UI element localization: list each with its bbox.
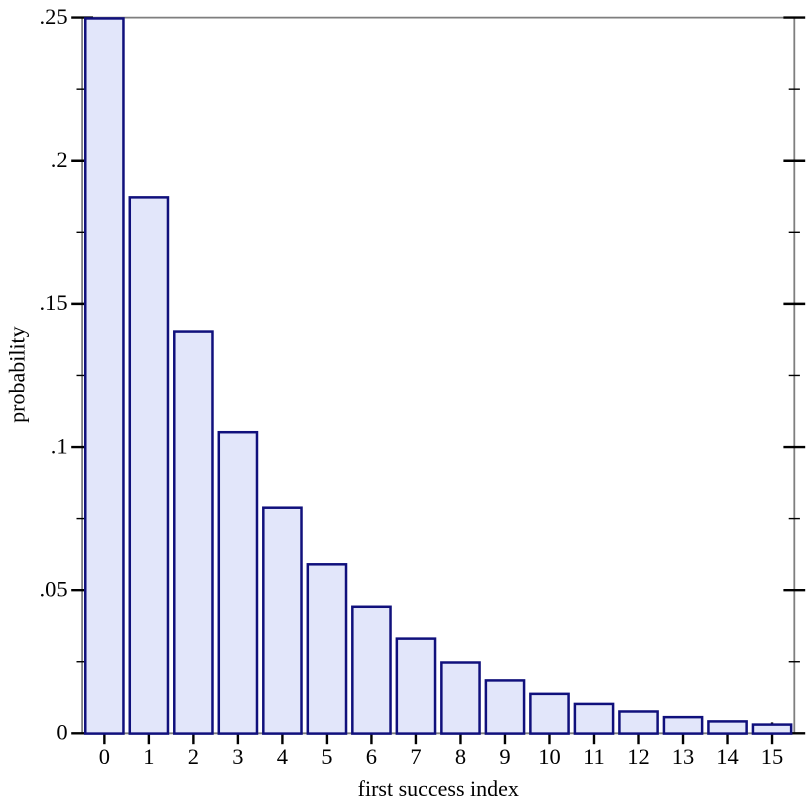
svg-text:first success index: first success index	[358, 776, 519, 801]
svg-text:7: 7	[410, 744, 421, 769]
svg-text:.1: .1	[51, 433, 68, 458]
svg-text:0: 0	[56, 720, 67, 745]
svg-text:5: 5	[321, 744, 332, 769]
svg-text:.2: .2	[51, 147, 68, 172]
svg-text:4: 4	[277, 744, 288, 769]
svg-text:1: 1	[143, 744, 154, 769]
svg-text:15: 15	[761, 744, 784, 769]
svg-text:6: 6	[366, 744, 377, 769]
svg-text:13: 13	[672, 744, 695, 769]
svg-text:.05: .05	[39, 576, 67, 601]
svg-text:probability: probability	[5, 326, 30, 423]
svg-text:2: 2	[188, 744, 199, 769]
svg-text:9: 9	[499, 744, 510, 769]
svg-text:.25: .25	[39, 4, 67, 29]
svg-text:0: 0	[99, 744, 110, 769]
svg-text:3: 3	[232, 744, 243, 769]
svg-text:10: 10	[538, 744, 561, 769]
svg-text:14: 14	[716, 744, 739, 769]
svg-text:12: 12	[627, 744, 650, 769]
svg-text:11: 11	[583, 744, 605, 769]
svg-text:8: 8	[455, 744, 466, 769]
svg-text:.15: .15	[39, 290, 67, 315]
